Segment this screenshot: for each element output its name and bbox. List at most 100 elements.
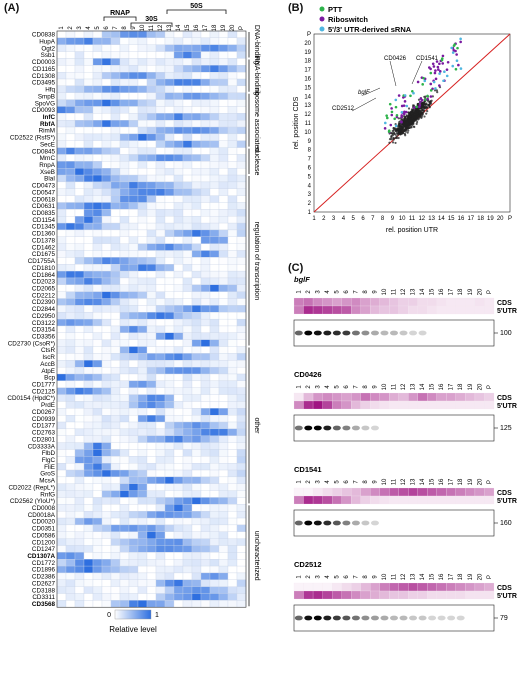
row-label: CD1864 [32, 272, 56, 279]
heatmap-cell [200, 140, 211, 148]
x-tick-label: 12 [418, 216, 425, 222]
blot-band [361, 425, 370, 431]
heatmap-cell [110, 195, 121, 203]
data-point [423, 115, 426, 118]
heatmap-cell [137, 51, 148, 59]
size-label: 79 [500, 615, 508, 622]
column-label: 10 [140, 24, 146, 31]
heatmap-cell [119, 586, 130, 594]
heatmap-cell [74, 133, 85, 141]
heatmap-cell [173, 188, 184, 196]
lane-label: 17 [449, 288, 455, 295]
heatmap-cell [164, 85, 175, 93]
blot-band [399, 330, 408, 336]
heatmap-cell [74, 298, 85, 306]
heatmap-cell [191, 373, 202, 382]
heatmap-cell [146, 325, 157, 333]
heatmap-cell [227, 394, 238, 402]
column-label: 5 [95, 26, 101, 30]
x-tick-label: 9 [391, 216, 395, 222]
highlight-point [397, 94, 401, 97]
row-label: RnfG [40, 491, 55, 498]
lane-label: P [487, 290, 493, 294]
heatmap-cell [191, 565, 202, 574]
heatmap-cell [146, 572, 157, 580]
heatmap-cell [74, 545, 85, 553]
heatmap-cell [119, 270, 130, 279]
heatmap-cell [173, 325, 184, 333]
highlight-point [400, 114, 403, 117]
heatmap-cell [191, 572, 202, 580]
heatmap-cell [146, 195, 157, 203]
row-label: CD1308 [32, 73, 56, 80]
heatmap-cell [146, 305, 157, 313]
highlight-point [432, 65, 436, 68]
blot-band [418, 615, 427, 621]
heatmap-cell [146, 312, 157, 320]
utr-cell [351, 305, 361, 315]
row-label: CD3356 [32, 334, 56, 341]
heatmap-cell [137, 264, 148, 272]
row-label: InfC [43, 114, 56, 121]
size-label: 160 [500, 520, 512, 527]
heatmap-cell [155, 37, 166, 45]
blot-band [342, 615, 351, 621]
heatmap-cell [227, 415, 238, 423]
heatmap-cell [164, 600, 175, 608]
heatmap-cell [191, 497, 202, 505]
heatmap-cell [191, 305, 202, 313]
heatmap-cell [218, 346, 229, 354]
blot-band [294, 520, 303, 526]
cds-cell [370, 297, 380, 307]
heatmap-cell [173, 113, 184, 121]
heatmap-cell [101, 421, 112, 430]
heatmap-cell [155, 463, 166, 471]
heatmap-cell [164, 490, 175, 498]
lane-label: 18 [458, 573, 464, 580]
heatmap-cell [137, 161, 148, 169]
highlight-point [437, 68, 440, 71]
heatmap-cell [92, 243, 103, 251]
lane-label: 5 [334, 480, 340, 484]
heatmap-cell [191, 44, 202, 52]
heatmap-cell [56, 140, 67, 148]
heatmap-cell [110, 490, 121, 498]
heatmap-cell [65, 346, 76, 354]
heatmap-cell [236, 380, 247, 388]
heatmap-cell [164, 545, 175, 553]
heatmap-cell [137, 490, 148, 498]
heatmap-cell [164, 435, 175, 443]
heatmap-cell [137, 120, 148, 128]
lane-label: 10 [382, 288, 388, 295]
x-tick-label: 13 [428, 216, 435, 222]
heatmap-cell [83, 360, 94, 368]
heatmap-cell [173, 65, 184, 73]
legend-max: 1 [155, 612, 159, 619]
lane-label: 2 [306, 385, 312, 389]
heatmap-cell [200, 360, 211, 368]
heatmap-cell [200, 305, 211, 313]
heatmap-cell [137, 339, 148, 347]
heatmap-cell [227, 270, 238, 279]
cds-row-label: CDS [497, 300, 512, 307]
heatmap-cell [209, 531, 220, 539]
heatmap-cell [128, 325, 139, 333]
cds-cell [398, 582, 409, 592]
heatmap-cell [110, 277, 121, 285]
heatmap-cell [227, 497, 238, 505]
heatmap-cell [83, 188, 94, 196]
heatmap-cell [65, 264, 76, 272]
heatmap-cell [110, 346, 121, 354]
legend-dot [319, 6, 325, 12]
heatmap-cell [128, 44, 139, 52]
heatmap-cell [209, 99, 220, 107]
heatmap-cell [218, 30, 229, 39]
heatmap-cell [65, 442, 76, 450]
utr-cell [417, 400, 428, 410]
heatmap-cell [56, 270, 67, 279]
heatmap-cell [200, 78, 211, 87]
heatmap-cell [74, 538, 85, 546]
heatmap-cell [83, 243, 94, 251]
heatmap-cell [65, 572, 76, 580]
highlight-point [438, 70, 442, 73]
